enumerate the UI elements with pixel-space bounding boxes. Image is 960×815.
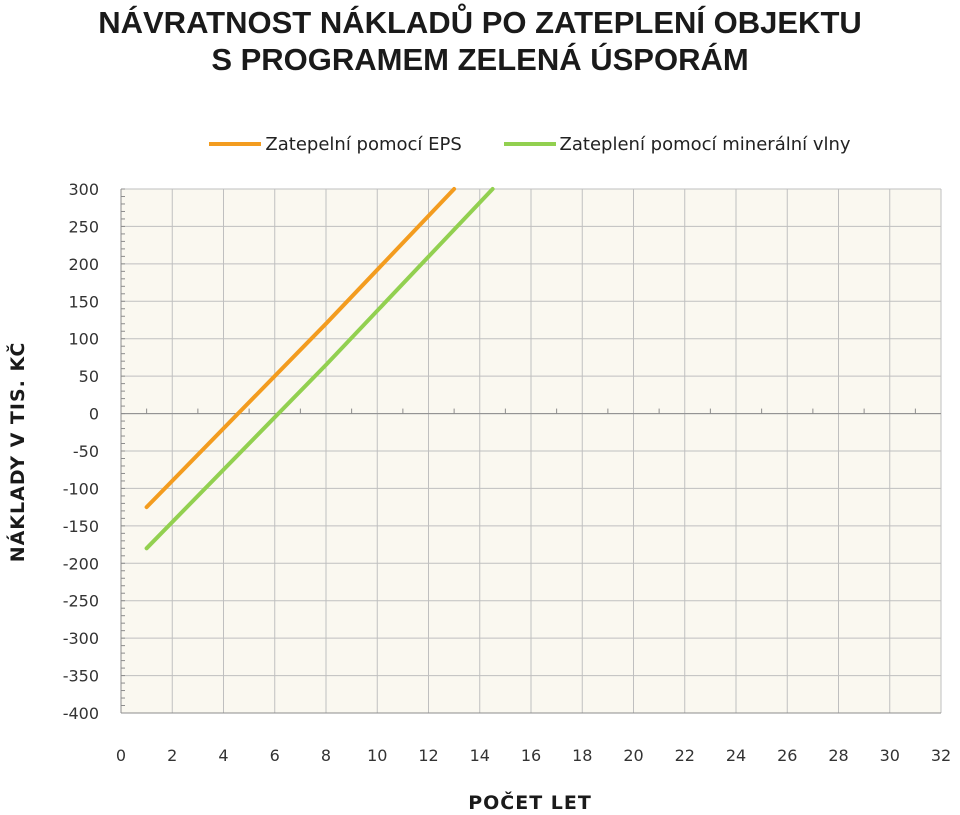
y-tick-label: 250 (68, 217, 99, 236)
y-tick-label: 100 (68, 330, 99, 349)
y-tick-label: 150 (68, 292, 99, 311)
series-line-2 (144, 187, 495, 551)
x-axis-title: POČET LET (468, 792, 592, 814)
y-tick-label: 300 (68, 180, 99, 199)
y-tick-label: -200 (63, 554, 99, 573)
x-tick-label: 14 (470, 746, 490, 765)
y-tick-label: -300 (63, 629, 99, 648)
x-tick-label: 10 (367, 746, 387, 765)
x-tick-label: 8 (321, 746, 331, 765)
y-tick-label: -150 (63, 517, 99, 536)
legend-label-eps: Zatepelní pomocí EPS (265, 133, 462, 155)
legend-item-eps: Zatepelní pomocí EPS (209, 133, 462, 155)
x-tick-label: 22 (675, 746, 695, 765)
legend-label-mineral-wool: Zateplení pomocí minerální vlny (559, 133, 851, 155)
y-tick-label: 50 (79, 367, 99, 386)
x-tick-label: 4 (218, 746, 228, 765)
y-axis-title: NÁKLADY V TIS. KČ (7, 341, 29, 563)
x-tick-label: 0 (116, 746, 126, 765)
x-tick-label: 32 (931, 746, 951, 765)
y-tick-label: 200 (68, 255, 99, 274)
x-tick-label: 24 (726, 746, 746, 765)
chart-title: NÁVRATNOST NÁKLADŮ PO ZATEPLENÍ OBJEKTU … (0, 4, 960, 78)
x-tick-label: 12 (418, 746, 438, 765)
y-tick-label: 0 (89, 405, 99, 424)
x-tick-label: 18 (572, 746, 592, 765)
chart-legend: Zatepelní pomocí EPS Zateplení pomocí mi… (0, 130, 960, 155)
x-tick-label: 26 (777, 746, 797, 765)
y-tick-label: -100 (63, 479, 99, 498)
y-tick-label: -350 (63, 667, 99, 686)
y-tick-label: -400 (63, 704, 99, 723)
x-tick-label: 16 (521, 746, 541, 765)
x-tick-label: 30 (880, 746, 900, 765)
chart-title-line-2: S PROGRAMEM ZELENÁ ÚSPORÁM (211, 42, 749, 77)
series-line-1 (144, 187, 457, 510)
x-tick-label: 2 (167, 746, 177, 765)
y-tick-label: -50 (73, 442, 99, 461)
x-tick-label: 20 (623, 746, 643, 765)
legend-swatch-eps (209, 142, 262, 146)
y-tick-label: -250 (63, 592, 99, 611)
chart-title-line-1: NÁVRATNOST NÁKLADŮ PO ZATEPLENÍ OBJEKTU (98, 5, 862, 40)
legend-swatch-mineral-wool (503, 142, 556, 146)
x-tick-label: 28 (828, 746, 848, 765)
x-tick-label: 6 (270, 746, 280, 765)
legend-item-mineral-wool: Zateplení pomocí minerální vlny (503, 133, 851, 155)
